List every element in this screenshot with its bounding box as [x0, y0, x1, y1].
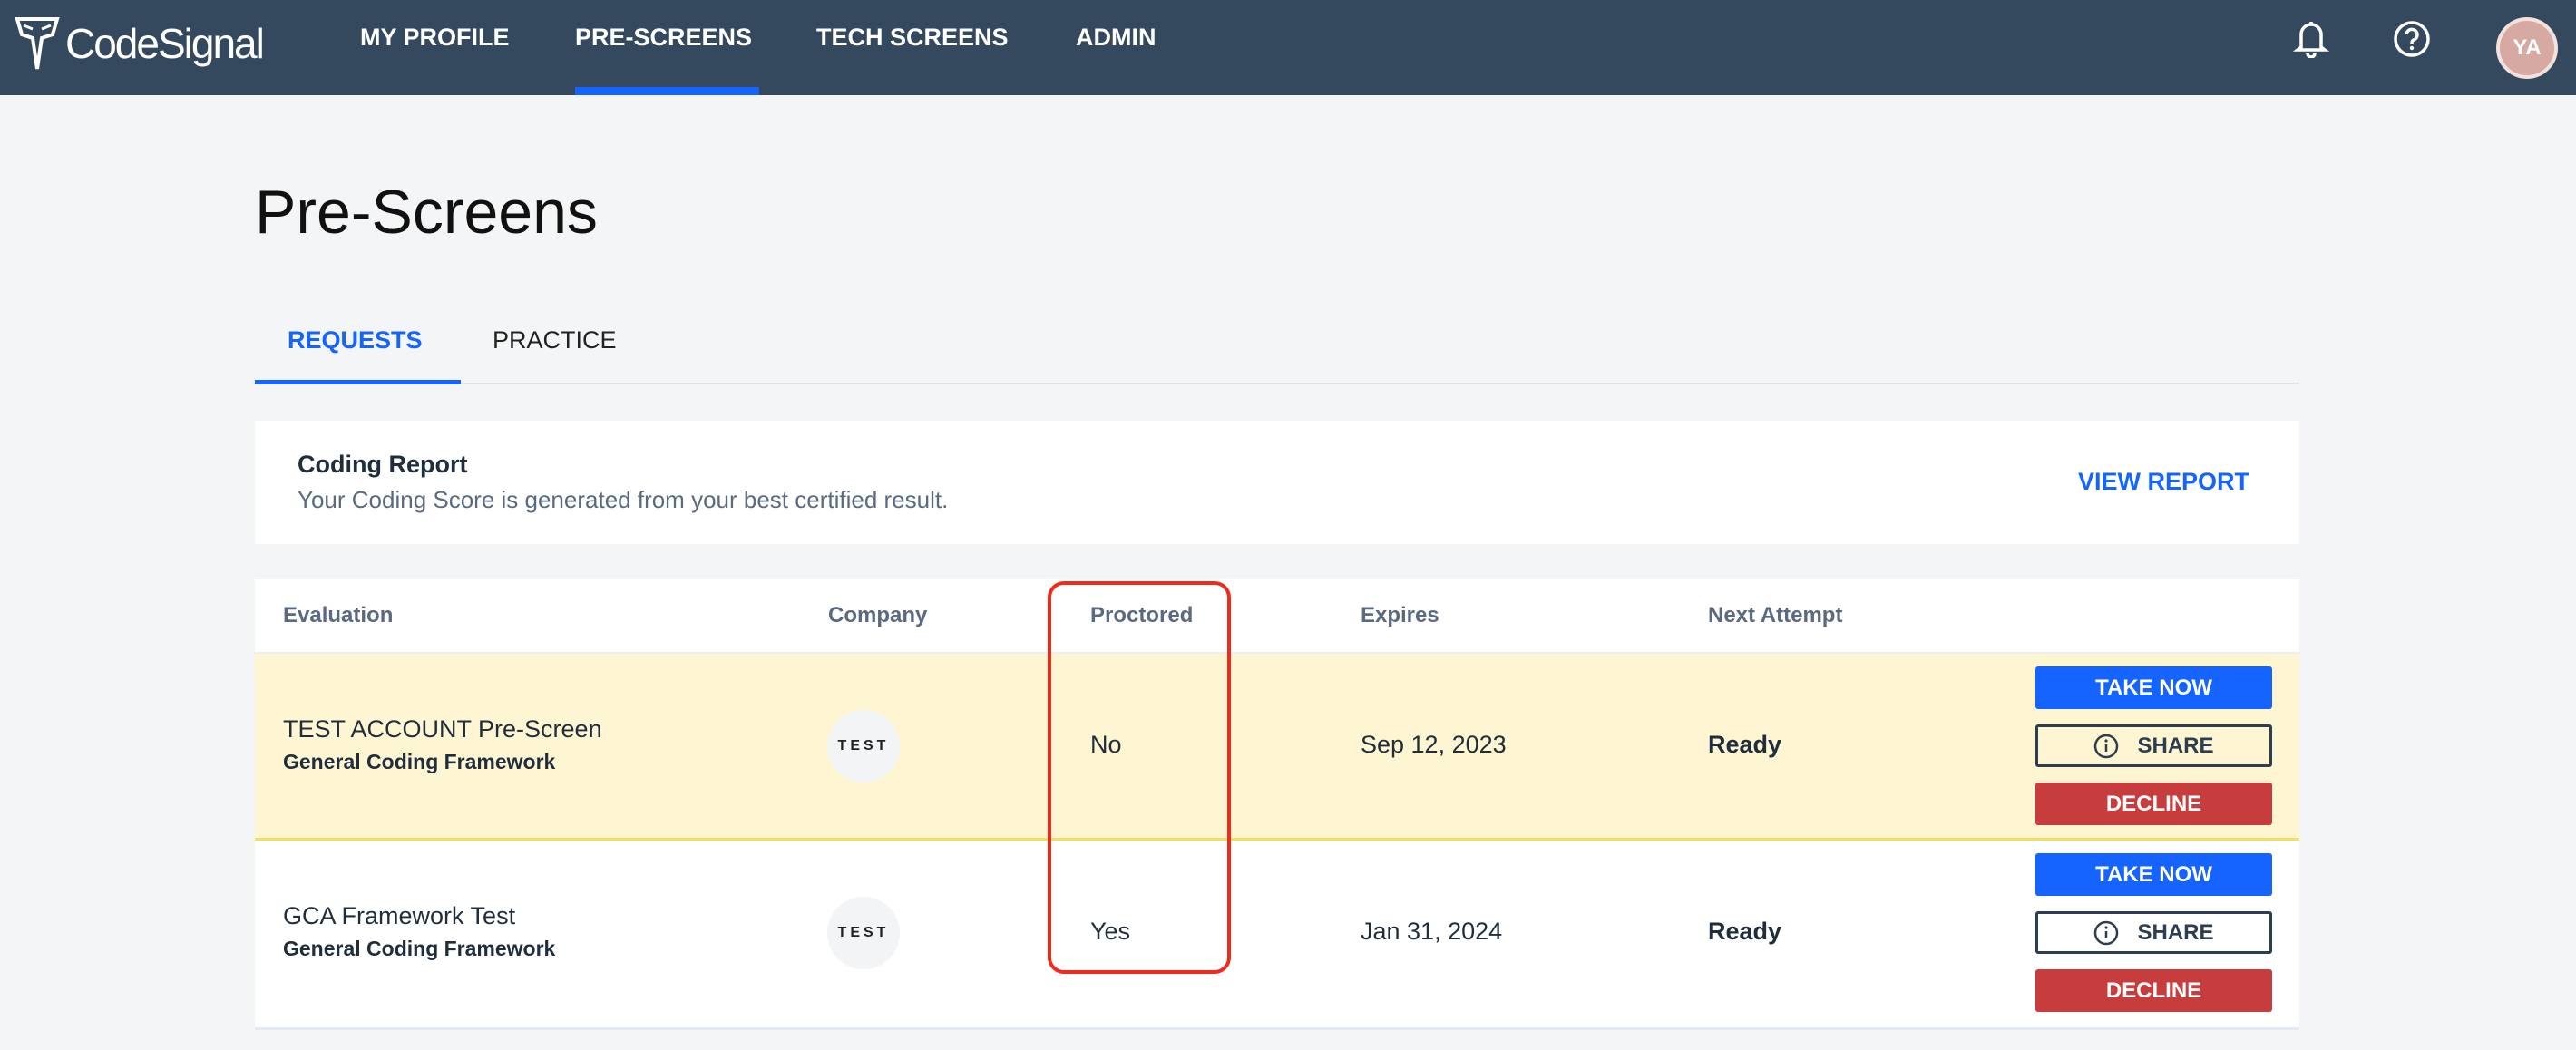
- page-title: Pre-Screens: [255, 178, 598, 247]
- evaluation-framework: General Coding Framework: [283, 937, 556, 960]
- decline-button[interactable]: DECLINE: [2035, 969, 2272, 1012]
- info-icon: [2094, 734, 2119, 758]
- codesignal-logo[interactable]: CodeSignal: [15, 16, 265, 71]
- share-label: SHARE: [2137, 733, 2214, 758]
- active-nav-indicator: [575, 87, 759, 95]
- top-nav-bar: CodeSignal MY PROFILE PRE-SCREENS TECH S…: [0, 0, 2576, 95]
- proctored-value: No: [1090, 731, 1122, 758]
- view-report-link[interactable]: VIEW REPORT: [2078, 468, 2250, 495]
- take-now-button[interactable]: TAKE NOW: [2035, 853, 2272, 896]
- nav-admin[interactable]: ADMIN: [1076, 24, 1156, 51]
- info-icon: [2094, 920, 2119, 945]
- bell-icon[interactable]: [2293, 18, 2329, 58]
- nav-my-profile[interactable]: MY PROFILE: [360, 24, 510, 51]
- next-attempt-value: Ready: [1708, 918, 1782, 945]
- share-button[interactable]: SHARE: [2035, 724, 2272, 767]
- next-attempt-value: Ready: [1708, 731, 1782, 758]
- company-logo: TEST: [827, 710, 900, 783]
- evaluation-title: TEST ACCOUNT Pre-Screen: [283, 715, 602, 743]
- column-header-next-attempt: Next Attempt: [1708, 603, 1843, 627]
- tabs-divider: [255, 383, 2299, 384]
- column-header-expires: Expires: [1361, 603, 1439, 627]
- take-now-button[interactable]: TAKE NOW: [2035, 666, 2272, 709]
- tab-practice[interactable]: PRACTICE: [493, 326, 617, 354]
- active-tab-indicator: [255, 380, 461, 384]
- share-label: SHARE: [2137, 919, 2214, 945]
- help-icon[interactable]: [2393, 20, 2431, 58]
- column-header-proctored: Proctored: [1090, 603, 1194, 627]
- company-logo: TEST: [827, 897, 900, 969]
- proctored-value: Yes: [1090, 918, 1131, 945]
- nav-pre-screens[interactable]: PRE-SCREENS: [575, 24, 753, 51]
- column-header-evaluation: Evaluation: [283, 603, 394, 627]
- coding-report-subtitle: Your Coding Score is generated from your…: [298, 486, 949, 513]
- decline-button[interactable]: DECLINE: [2035, 783, 2272, 825]
- pre-screens-table: Evaluation Company Proctored Expires Nex…: [255, 579, 2299, 1030]
- table-row: GCA Framework Test General Coding Framew…: [255, 841, 2299, 1029]
- proctored-column-highlight: [1048, 581, 1231, 974]
- avatar[interactable]: YA: [2496, 17, 2558, 79]
- expires-value: Jan 31, 2024: [1361, 918, 1503, 945]
- nav-tech-screens[interactable]: TECH SCREENS: [816, 24, 1009, 51]
- evaluation-title: GCA Framework Test: [283, 902, 516, 929]
- coding-report-card: Coding Report Your Coding Score is gener…: [255, 421, 2299, 544]
- table-row: TEST ACCOUNT Pre-Screen General Coding F…: [255, 652, 2299, 841]
- evaluation-framework: General Coding Framework: [283, 750, 556, 773]
- column-header-company: Company: [828, 603, 928, 627]
- share-button[interactable]: SHARE: [2035, 911, 2272, 954]
- expires-value: Sep 12, 2023: [1361, 731, 1507, 758]
- coding-report-title: Coding Report: [298, 451, 468, 478]
- codesignal-logo-icon: [15, 17, 60, 70]
- logo-text: CodeSignal: [65, 20, 265, 67]
- tab-requests[interactable]: REQUESTS: [288, 326, 423, 354]
